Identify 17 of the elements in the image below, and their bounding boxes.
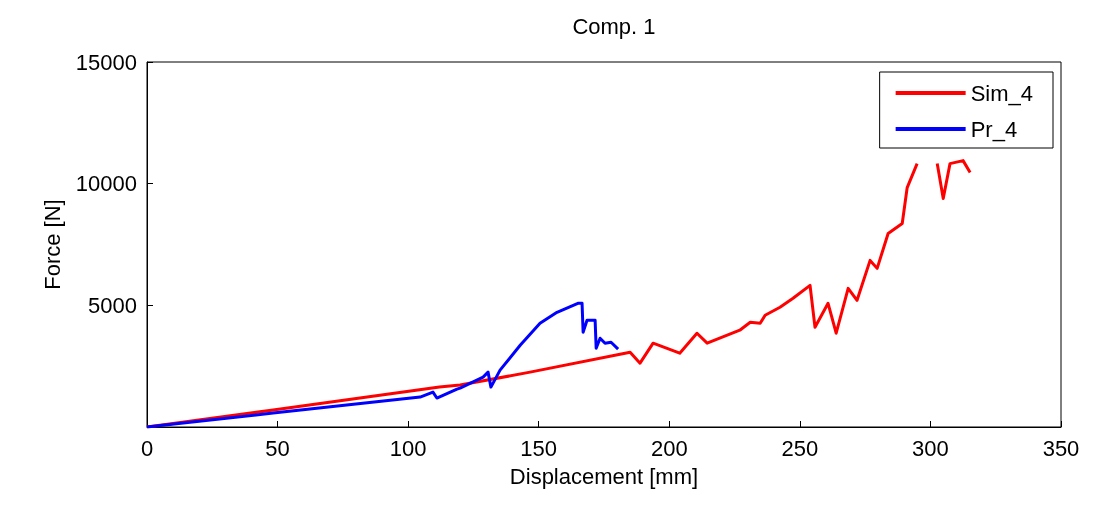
y-tick-label: 15000 bbox=[75, 49, 137, 75]
y-tick-label: 5000 bbox=[88, 292, 137, 318]
x-tick-label: 50 bbox=[265, 435, 290, 461]
x-tick-label: 0 bbox=[140, 435, 154, 461]
x-axis-title: Displacement [mm] bbox=[509, 463, 699, 489]
legend-label: Sim_4 bbox=[970, 80, 1033, 106]
y-tick-label: 10000 bbox=[75, 171, 137, 197]
x-tick-label: 150 bbox=[520, 435, 558, 461]
chart-title: Comp. 1 bbox=[572, 13, 656, 39]
x-tick-label: 250 bbox=[781, 435, 819, 461]
line-series bbox=[145, 301, 620, 429]
x-tick-label: 300 bbox=[912, 435, 949, 461]
x-tick-label: 200 bbox=[650, 435, 688, 461]
x-tick-label: 100 bbox=[389, 435, 427, 461]
y-axis-title: Force [N] bbox=[39, 199, 65, 290]
x-tick-label: 350 bbox=[1042, 435, 1080, 461]
legend-label: Pr_4 bbox=[970, 116, 1018, 142]
